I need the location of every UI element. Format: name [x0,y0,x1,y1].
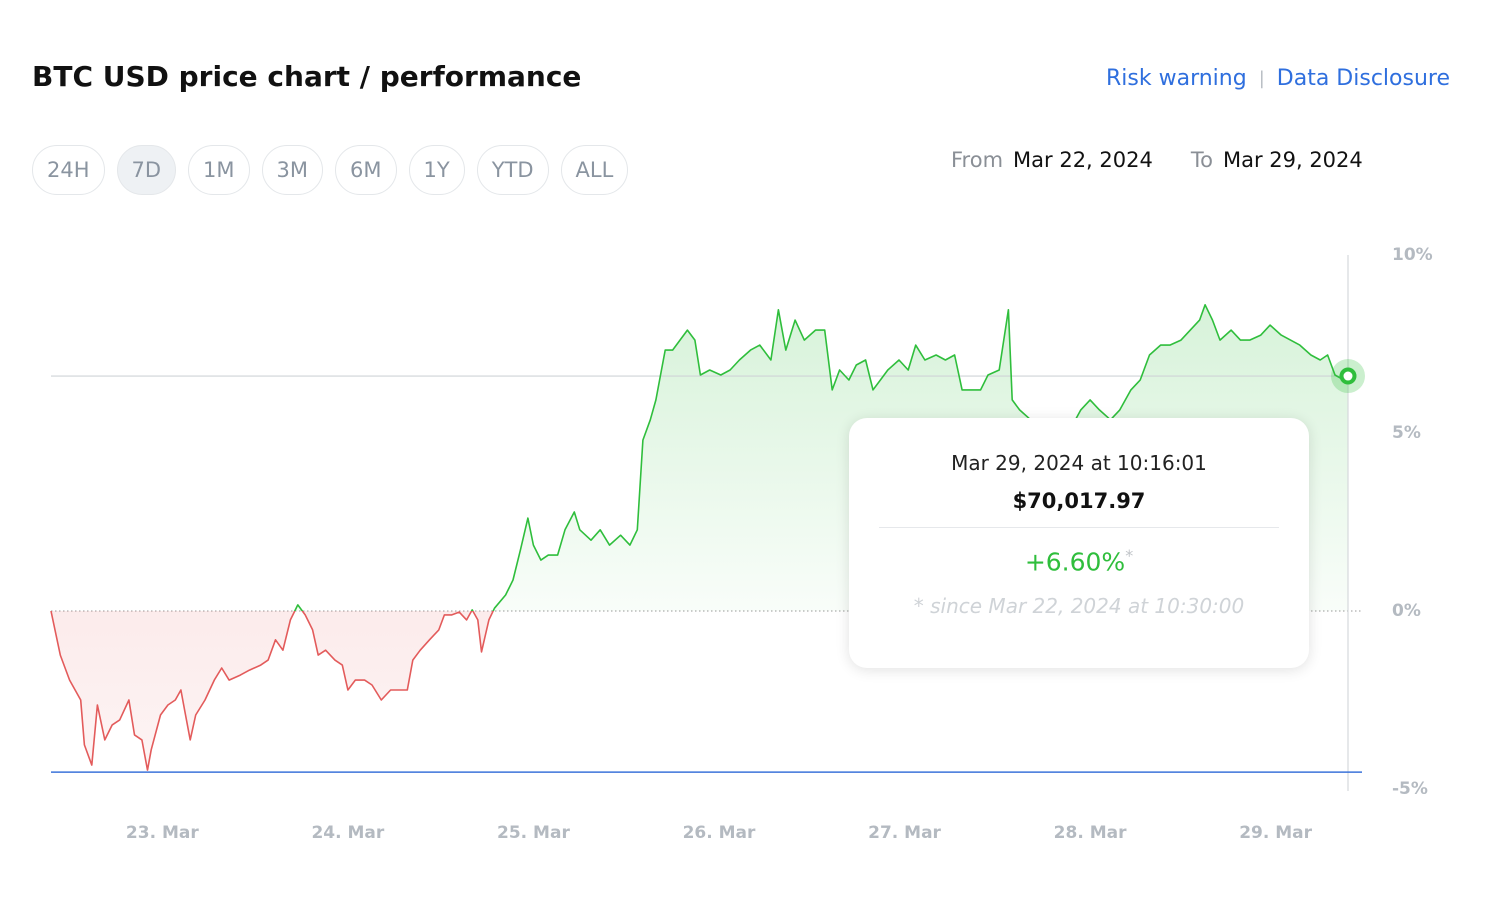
range-button[interactable]: YTD [476,145,549,195]
range-buttons: 24H 7D 1M 3M 6M 1Y YTD ALL [32,145,629,195]
tooltip-price: $70,017.97 [1012,489,1146,513]
x-tick-label: 23. Mar [126,823,199,843]
range-button[interactable]: 24H [32,145,105,195]
y-tick-label: 5% [1392,423,1421,443]
range-button[interactable]: 7D [116,145,177,195]
from-date[interactable]: Mar 22, 2024 [1013,148,1153,172]
y-tick-label: 0% [1392,601,1421,621]
date-range: From Mar 22, 2024 To Mar 29, 2024 [951,148,1391,172]
y-tick-label: -5% [1392,779,1428,799]
range-button[interactable]: 3M [261,145,324,195]
tooltip: Mar 29, 2024 at 10:16:01 $70,017.97 +6.6… [849,418,1309,668]
separator: | [1258,68,1265,89]
price-line [50,304,1349,771]
range-button[interactable]: 1M [188,145,250,195]
x-tick-label: 24. Mar [311,823,384,843]
range-button[interactable]: 1Y [408,145,465,195]
range-button[interactable]: ALL [560,145,629,195]
x-tick-label: 25. Mar [497,823,570,843]
from-label: From [951,148,1004,172]
page-title: BTC USD price chart / performance [32,60,582,93]
tooltip-note: * since Mar 22, 2024 at 10:30:00 [913,594,1245,619]
header-links: Risk warning | Data Disclosure [1106,66,1450,91]
link[interactable]: Data Disclosure [1276,66,1450,91]
y-tick-label: 10% [1392,245,1433,265]
divider [879,527,1279,528]
tooltip-change: +6.60%* [849,546,1309,576]
change: +6.60% [1024,547,1126,577]
current-marker [1339,367,1357,385]
to-date[interactable]: Mar 29, 2024 [1222,148,1363,172]
to-label: To [1190,148,1213,172]
x-tick-label: 27. Mar [868,823,941,843]
x-tick-label: 28. Mar [1054,823,1127,843]
range-button[interactable]: 6M [335,145,397,195]
link[interactable]: Risk warning [1106,66,1247,91]
tooltip-time: Mar 29, 2024 at 10:16:01 [951,451,1207,475]
footnote-mark: * [1125,546,1134,565]
x-tick-label: 26. Mar [683,823,756,843]
x-tick-label: 29. Mar [1239,823,1312,843]
